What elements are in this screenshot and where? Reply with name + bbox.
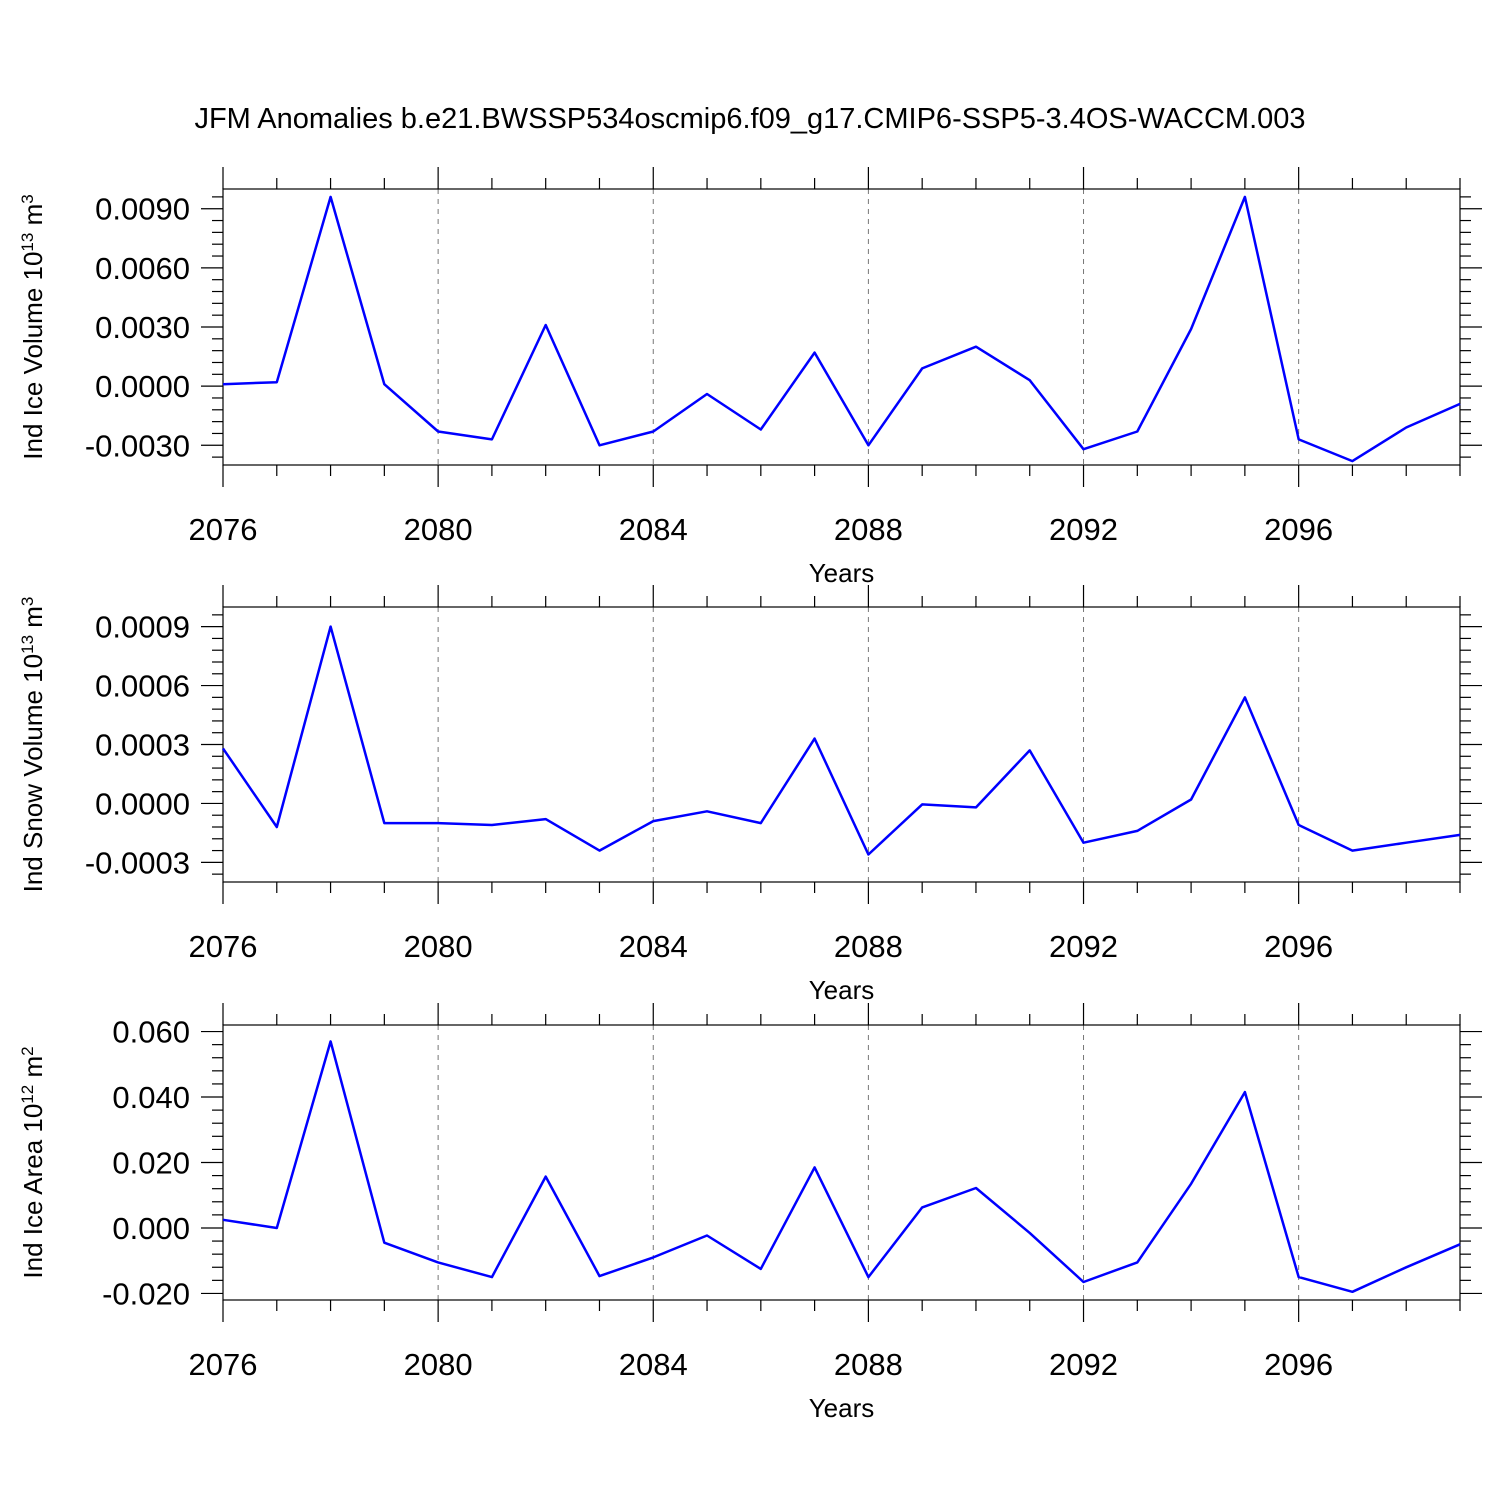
x-tick-label: 2096: [1264, 929, 1333, 964]
y-tick-label: 0.0090: [95, 192, 190, 227]
series-line: [222, 195, 1461, 463]
y-tick-label: 0.0030: [95, 310, 190, 345]
y-tick-label: -0.0003: [85, 845, 190, 880]
y-axis-label: Ind Ice Volume 1013 m3: [18, 194, 49, 459]
x-axis-label: Years: [809, 558, 875, 588]
y-axis-label: Ind Snow Volume 1013 m3: [18, 597, 49, 893]
y-tick-label: 0.0000: [95, 786, 190, 821]
x-axis-label: Years: [809, 975, 875, 1005]
x-tick-label: 2092: [1049, 1347, 1118, 1382]
x-tick-label: 2088: [834, 929, 903, 964]
y-tick-label: -0.0030: [85, 428, 190, 463]
y-tick-label: 0.0000: [95, 369, 190, 404]
x-tick-label: 2096: [1264, 1347, 1333, 1382]
y-tick-label: 0.000: [112, 1211, 190, 1246]
x-tick-label: 2084: [619, 1347, 688, 1382]
y-axis-label: Ind Ice Area 1012 m2: [18, 1046, 49, 1278]
series-line: [222, 1040, 1461, 1294]
x-tick-label: 2084: [619, 929, 688, 964]
y-tick-label: 0.0009: [95, 610, 190, 645]
x-axis-label: Years: [809, 1393, 875, 1423]
y-tick-label: 0.0006: [95, 669, 190, 704]
x-tick-label: 2076: [189, 929, 258, 964]
x-tick-label: 2076: [189, 512, 258, 547]
y-tick-label: 0.0060: [95, 251, 190, 286]
y-tick-label: -0.020: [102, 1276, 190, 1311]
y-tick-label: 0.020: [112, 1146, 190, 1181]
x-tick-label: 2088: [834, 512, 903, 547]
y-tick-label: 0.040: [112, 1080, 190, 1115]
plot-frame: [222, 1024, 1461, 1301]
panel-ice-volume: -0.0030 0.0000 0.0030 0.0060 0.0090 2076 2080 2…: [18, 167, 1482, 588]
x-tick-label: 2080: [404, 512, 473, 547]
plot-frame: [222, 606, 1461, 883]
panel-snow-volume: -0.0003 0.0000 0.0003 0.0006 0.0009 2076 2080 2…: [18, 585, 1482, 1005]
x-tick-label: 2096: [1264, 512, 1333, 547]
x-tick-label: 2084: [619, 512, 688, 547]
x-tick-label: 2080: [404, 929, 473, 964]
series-line: [221, 625, 1461, 856]
panel-ice-area: -0.020 0.000 0.020 0.040 0.060 2076 2080 2084 20…: [18, 1003, 1482, 1423]
y-tick-label: 0.060: [112, 1015, 190, 1050]
x-tick-label: 2088: [834, 1347, 903, 1382]
x-tick-label: 2076: [189, 1347, 258, 1382]
x-tick-label: 2092: [1049, 512, 1118, 547]
x-tick-label: 2092: [1049, 929, 1118, 964]
y-tick-label: 0.0003: [95, 728, 190, 763]
x-tick-label: 2080: [404, 1347, 473, 1382]
chart-title: JFM Anomalies b.e21.BWSSP534oscmip6.f09_…: [194, 103, 1305, 135]
